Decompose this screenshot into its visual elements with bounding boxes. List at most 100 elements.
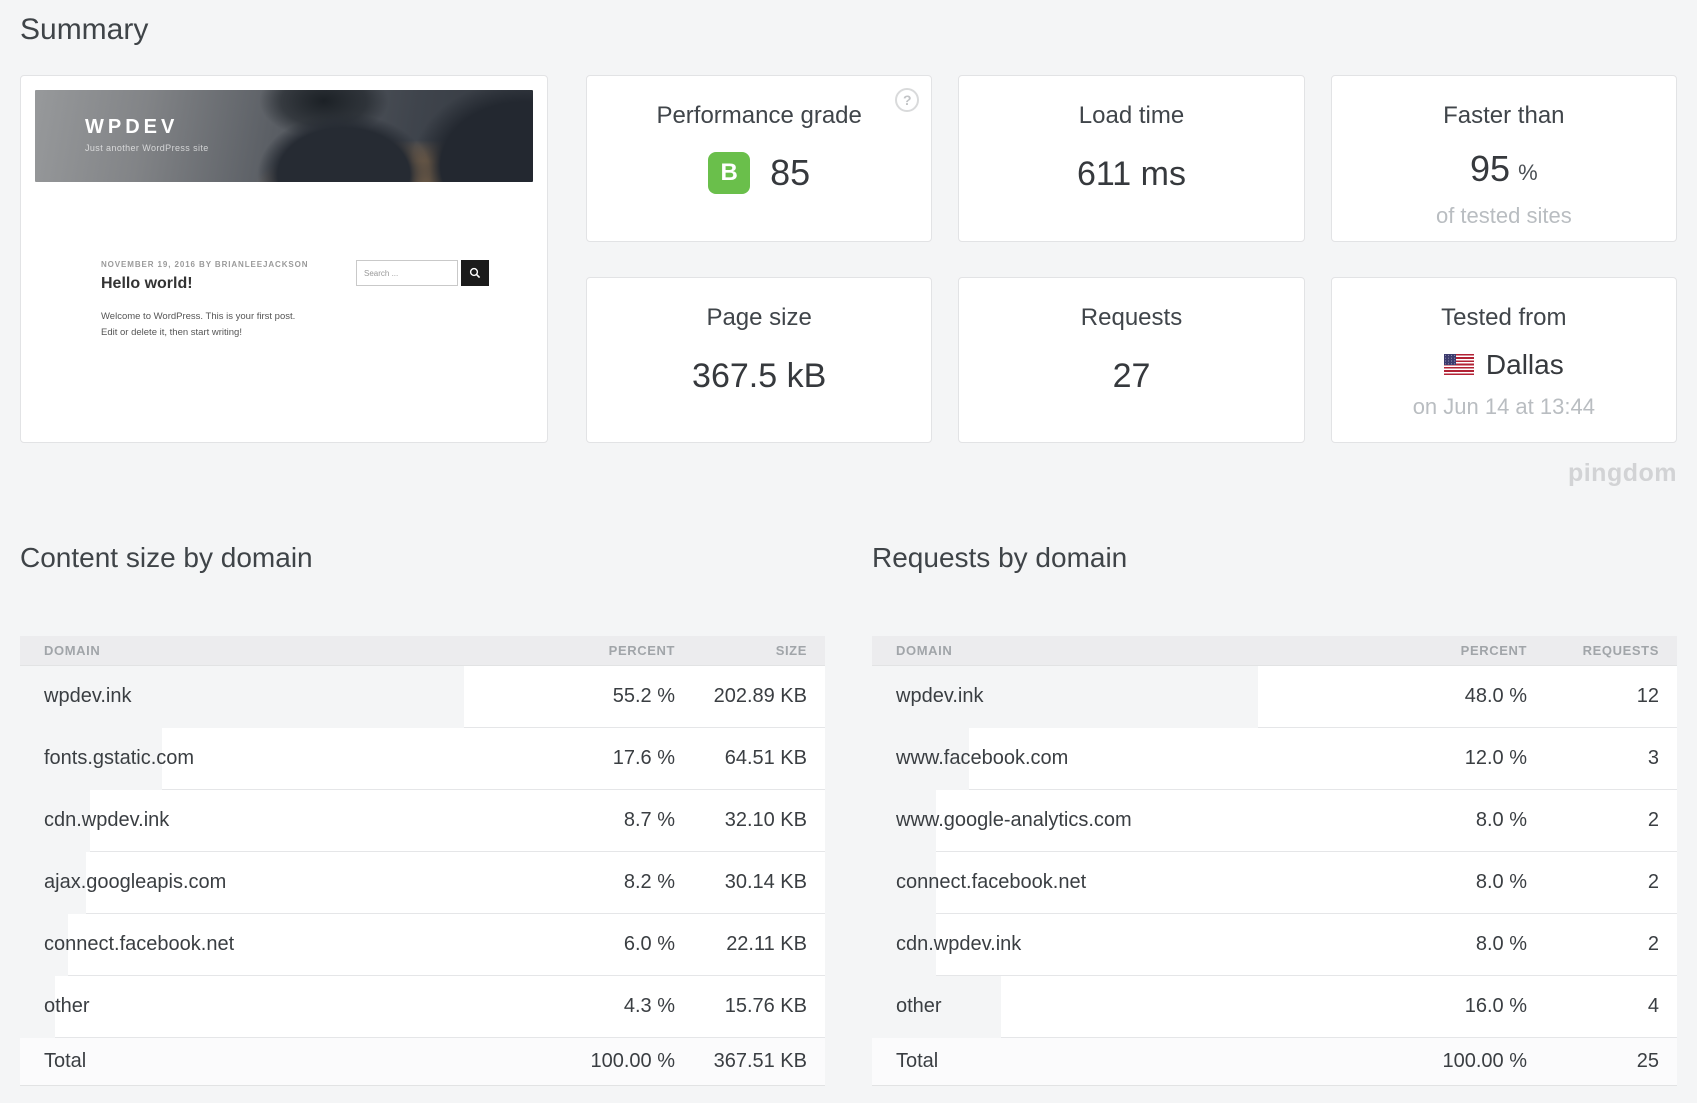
total-percent: 100.00 %: [1442, 1050, 1527, 1072]
cell-percent: 16.0 %: [1464, 995, 1527, 1017]
card-title: Tested from: [1441, 303, 1567, 331]
table-row: www.google-analytics.com 8.0 % 2: [872, 790, 1677, 852]
total-size: 367.51 KB: [713, 1050, 807, 1072]
column-header-domain: DOMAIN: [44, 643, 101, 658]
page-title: Summary: [20, 13, 149, 46]
percent-bar: [872, 728, 969, 790]
cell-domain: www.google-analytics.com: [896, 809, 1132, 831]
cell-percent: 8.0 %: [1475, 933, 1527, 955]
column-header-percent: PERCENT: [608, 643, 675, 658]
table-row: fonts.gstatic.com 17.6 % 64.51 KB: [20, 728, 825, 790]
cell-percent: 6.0 %: [623, 933, 675, 955]
site-content: NOVEMBER 19, 2016 BY BRIANLEEJACKSON Hel…: [35, 260, 533, 340]
tested-from-timestamp: on Jun 14 at 13:44: [1412, 393, 1595, 419]
percent-bar: [872, 852, 937, 914]
faster-than-card: Faster than 95 % of tested sites: [1330, 75, 1677, 242]
table-total-row: Total 100.00 % 25: [872, 1038, 1677, 1086]
cell-value: 202.89 KB: [713, 685, 807, 707]
cell-domain: wpdev.ink: [896, 685, 984, 707]
load-time-value: 611 ms: [1077, 155, 1186, 193]
help-icon[interactable]: ?: [895, 88, 920, 112]
cell-domain: wpdev.ink: [44, 685, 132, 707]
table-row: cdn.wpdev.ink 8.0 % 2: [872, 914, 1677, 976]
cell-domain: other: [896, 995, 942, 1017]
site-search-box: [356, 260, 489, 286]
table-row: other 4.3 % 15.76 KB: [20, 976, 825, 1038]
table-row: cdn.wpdev.ink 8.7 % 32.10 KB: [20, 790, 825, 852]
cell-percent: 48.0 %: [1464, 685, 1527, 707]
site-header-image: WPDEV Just another WordPress site: [35, 90, 533, 182]
load-time-card: Load time 611 ms: [958, 75, 1305, 242]
table-row: connect.facebook.net 6.0 % 22.11 KB: [20, 914, 825, 976]
percent-bar: [872, 666, 1259, 728]
cell-percent: 17.6 %: [612, 747, 675, 769]
cell-domain: other: [44, 995, 90, 1017]
cell-percent: 12.0 %: [1464, 747, 1527, 769]
percent-bar: [20, 976, 55, 1038]
cell-percent: 8.2 %: [623, 871, 675, 893]
total-label: Total: [44, 1050, 87, 1072]
cell-domain: connect.facebook.net: [44, 933, 235, 955]
table-row: wpdev.ink 55.2 % 202.89 KB: [20, 666, 825, 728]
card-title: Load time: [1078, 102, 1185, 129]
cell-value: 2: [1647, 933, 1659, 955]
cell-percent: 8.7 %: [623, 809, 675, 831]
column-header-requests: REQUESTS: [1582, 643, 1659, 658]
cell-value: 2: [1647, 871, 1659, 893]
domain-tables: Content size by domain DOMAIN PERCENT SI…: [20, 541, 1677, 1086]
post-title: Hello world!: [101, 275, 193, 292]
requests-by-domain: Requests by domain DOMAIN PERCENT REQUES…: [872, 541, 1677, 1086]
cell-value: 30.14 KB: [724, 871, 807, 893]
search-input: [356, 260, 458, 286]
card-title: Page size: [706, 303, 812, 331]
percent-bar: [20, 790, 91, 852]
faster-than-value: 95: [1470, 148, 1511, 189]
percent-bar: [872, 914, 937, 976]
cell-percent: 8.0 %: [1475, 809, 1527, 831]
cell-value: 15.76 KB: [724, 995, 807, 1017]
table-total-row: Total 100.00 % 367.51 KB: [20, 1038, 825, 1086]
cell-value: 4: [1647, 995, 1659, 1017]
total-requests: 25: [1636, 1050, 1659, 1072]
percent-unit: %: [1518, 160, 1538, 185]
pingdom-logo: pingdom: [1567, 459, 1677, 487]
cell-percent: 8.0 %: [1475, 871, 1527, 893]
table-row: ajax.googleapis.com 8.2 % 30.14 KB: [20, 852, 825, 914]
site-screenshot-thumbnail: WPDEV Just another WordPress site NOVEMB…: [20, 75, 548, 443]
cell-value: 2: [1647, 809, 1659, 831]
section-title: Requests by domain: [872, 542, 1128, 573]
cell-percent: 4.3 %: [623, 995, 675, 1017]
cell-value: 22.11 KB: [726, 933, 807, 955]
cell-value: 64.51 KB: [724, 747, 807, 769]
requests-card: Requests 27: [958, 276, 1305, 443]
percent-bar: [20, 914, 69, 976]
table-body: wpdev.ink 48.0 % 12 www.facebook.com 12.0 % 3…: [872, 666, 1677, 1038]
metric-cards: ? Performance grade B 85 Load time 611 m…: [586, 75, 1677, 443]
cell-domain: cdn.wpdev.ink: [44, 809, 170, 831]
us-flag-icon: [1443, 354, 1474, 375]
column-header-percent: PERCENT: [1460, 643, 1527, 658]
section-title: Content size by domain: [20, 542, 313, 573]
cell-domain: cdn.wpdev.ink: [896, 933, 1022, 955]
column-header-size: SIZE: [775, 643, 807, 658]
total-percent: 100.00 %: [590, 1050, 675, 1072]
cell-domain: fonts.gstatic.com: [44, 747, 195, 769]
search-button: [461, 260, 489, 286]
percent-bar: [872, 976, 1001, 1038]
table-header: DOMAIN PERCENT REQUESTS: [872, 636, 1677, 666]
percent-bar: [20, 852, 86, 914]
search-icon: [469, 267, 481, 279]
faster-than-subtitle: of tested sites: [1435, 203, 1572, 228]
tested-from-location: Dallas: [1485, 348, 1564, 380]
cell-value: 12: [1636, 685, 1659, 707]
card-title: Requests: [1080, 303, 1183, 331]
table-row: other 16.0 % 4: [872, 976, 1677, 1038]
requests-value: 27: [1112, 356, 1151, 395]
tested-from-card: Tested from Dallas on Jun 14 at 13:44: [1330, 276, 1677, 443]
table-row: connect.facebook.net 8.0 % 2: [872, 852, 1677, 914]
cell-domain: www.facebook.com: [896, 747, 1069, 769]
table-row: wpdev.ink 48.0 % 12: [872, 666, 1677, 728]
summary-section: WPDEV Just another WordPress site NOVEMB…: [20, 75, 1677, 443]
page-size-value: 367.5 kB: [692, 356, 827, 395]
post-body: Welcome to WordPress. This is your first…: [101, 311, 296, 338]
